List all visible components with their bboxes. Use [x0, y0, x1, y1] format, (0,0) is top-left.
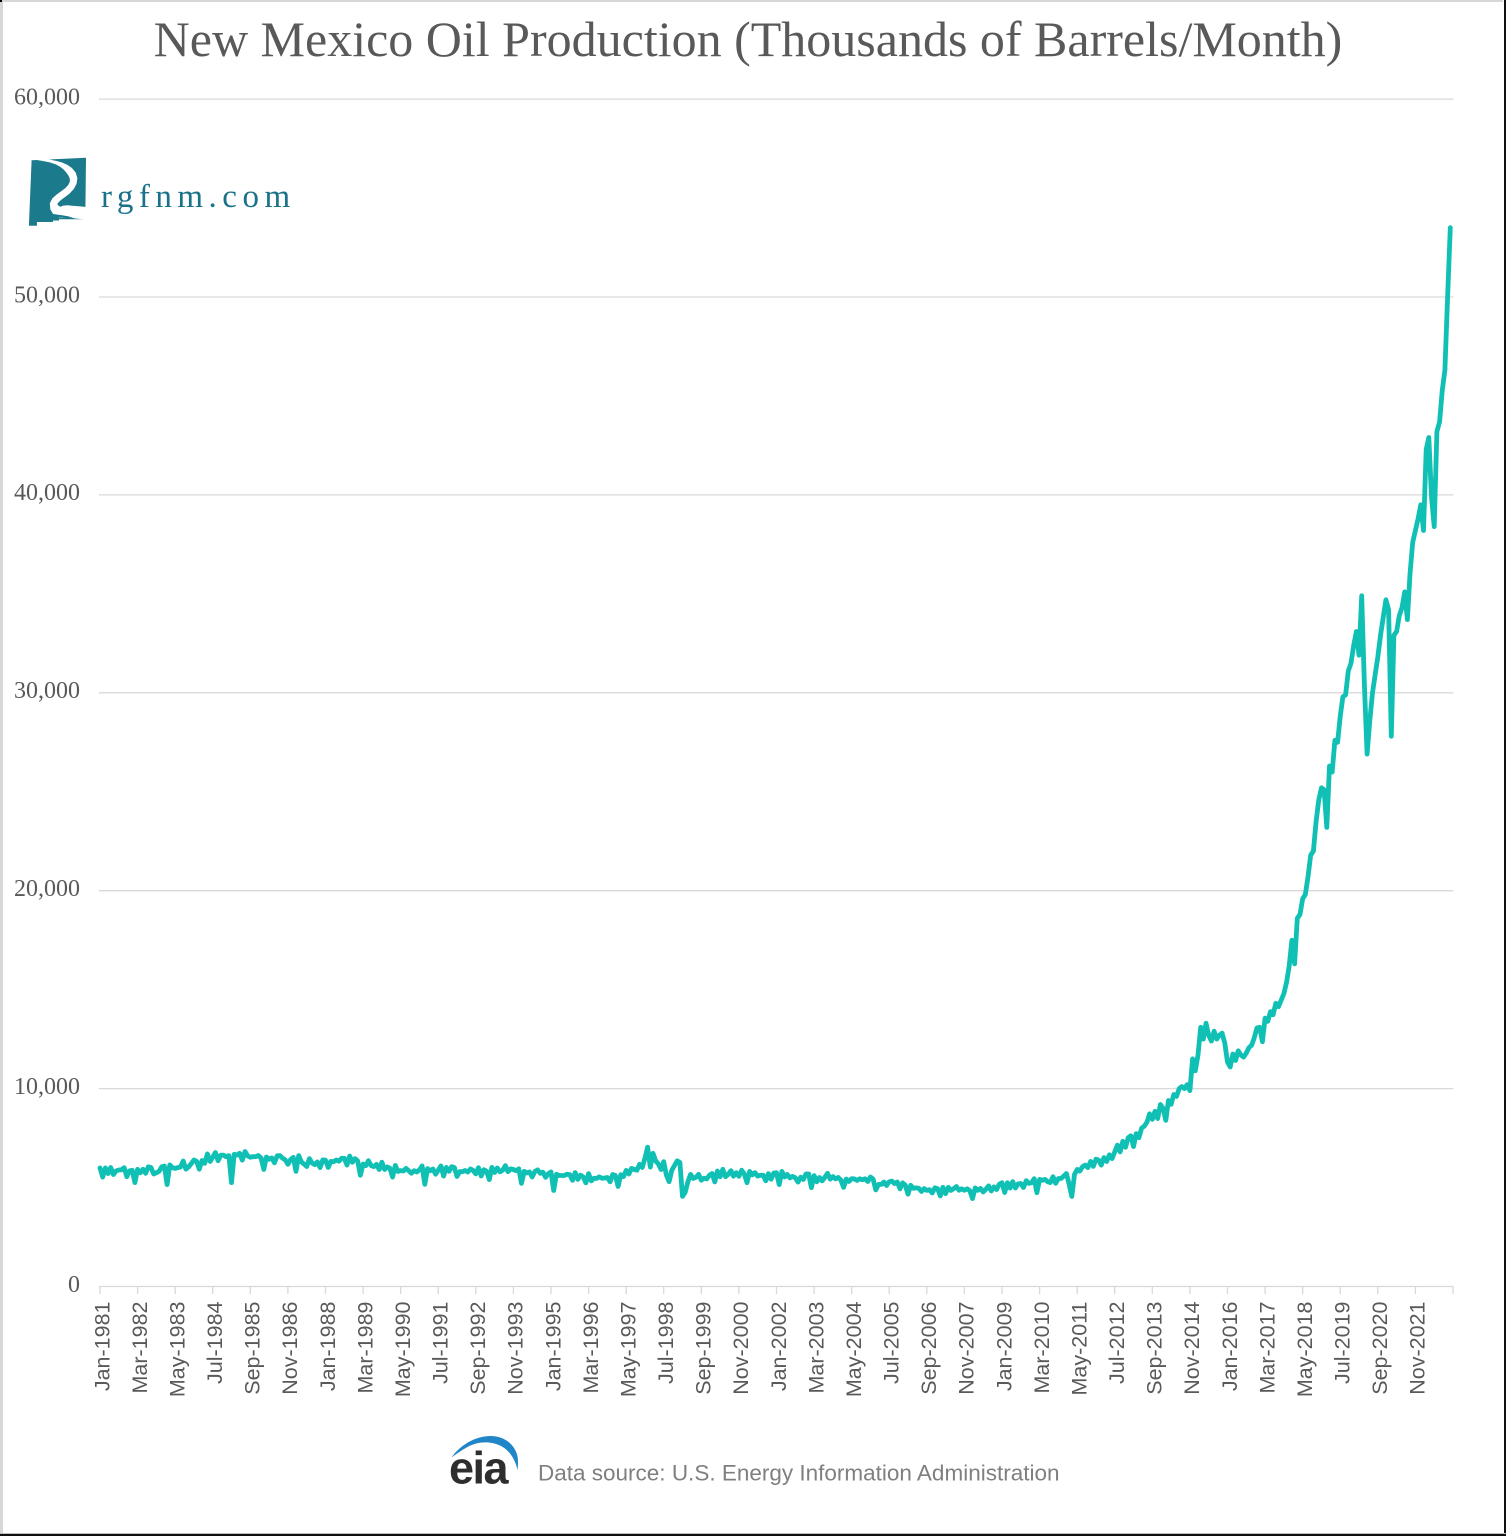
svg-text:eia: eia	[449, 1443, 510, 1494]
svg-text:Jan-1988: Jan-1988	[316, 1301, 340, 1391]
svg-text:New Mexico Oil Production (Tho: New Mexico Oil Production (Thousands of …	[154, 11, 1343, 67]
svg-text:Mar-2017: Mar-2017	[1255, 1302, 1279, 1394]
svg-text:Jul-2012: Jul-2012	[1105, 1302, 1129, 1384]
svg-text:Jan-1981: Jan-1981	[90, 1302, 114, 1392]
svg-text:Jul-2005: Jul-2005	[880, 1301, 904, 1384]
svg-text:0: 0	[68, 1272, 80, 1298]
svg-text:Sep-1992: Sep-1992	[466, 1302, 490, 1395]
svg-text:60,000: 60,000	[14, 84, 80, 110]
svg-text:Jul-1984: Jul-1984	[203, 1301, 227, 1384]
svg-text:Sep-1999: Sep-1999	[692, 1302, 716, 1395]
svg-text:Jul-2019: Jul-2019	[1331, 1302, 1355, 1384]
svg-text:Jan-1995: Jan-1995	[541, 1301, 565, 1391]
svg-text:Nov-2014: Nov-2014	[1180, 1301, 1204, 1394]
svg-text:Sep-1985: Sep-1985	[241, 1301, 265, 1394]
svg-text:Data source: U.S. Energy Infor: Data source: U.S. Energy Information Adm…	[538, 1461, 1060, 1486]
svg-text:May-2011: May-2011	[1068, 1302, 1092, 1396]
svg-text:May-2004: May-2004	[842, 1301, 866, 1397]
svg-text:rgfnm.com: rgfnm.com	[101, 179, 296, 215]
svg-text:May-1997: May-1997	[617, 1302, 641, 1398]
svg-text:Mar-1989: Mar-1989	[353, 1302, 377, 1394]
svg-text:Nov-2000: Nov-2000	[729, 1301, 753, 1394]
svg-text:40,000: 40,000	[14, 480, 80, 506]
svg-text:Mar-1996: Mar-1996	[579, 1301, 603, 1393]
svg-text:May-2018: May-2018	[1293, 1301, 1317, 1397]
svg-text:Jan-2002: Jan-2002	[767, 1302, 791, 1392]
svg-text:Sep-2013: Sep-2013	[1143, 1301, 1167, 1394]
svg-text:Mar-1982: Mar-1982	[128, 1302, 152, 1394]
svg-text:10,000: 10,000	[14, 1074, 80, 1100]
svg-text:Mar-2003: Mar-2003	[804, 1301, 828, 1393]
svg-text:Nov-1986: Nov-1986	[278, 1301, 302, 1394]
svg-text:Mar-2010: Mar-2010	[1030, 1301, 1054, 1393]
svg-text:May-1990: May-1990	[391, 1301, 415, 1397]
svg-text:Jul-1998: Jul-1998	[654, 1301, 678, 1384]
svg-text:30,000: 30,000	[14, 678, 80, 704]
svg-text:Nov-1993: Nov-1993	[504, 1301, 528, 1394]
svg-text:Nov-2021: Nov-2021	[1406, 1302, 1430, 1395]
svg-text:Jan-2009: Jan-2009	[992, 1302, 1016, 1392]
svg-text:Nov-2007: Nov-2007	[955, 1302, 979, 1395]
svg-text:20,000: 20,000	[14, 876, 80, 902]
svg-text:Sep-2006: Sep-2006	[917, 1301, 941, 1394]
svg-text:Jan-2016: Jan-2016	[1218, 1301, 1242, 1391]
svg-text:May-1983: May-1983	[166, 1301, 190, 1397]
svg-text:50,000: 50,000	[14, 282, 80, 308]
svg-text:Jul-1991: Jul-1991	[429, 1302, 453, 1384]
svg-text:Sep-2020: Sep-2020	[1368, 1301, 1392, 1394]
